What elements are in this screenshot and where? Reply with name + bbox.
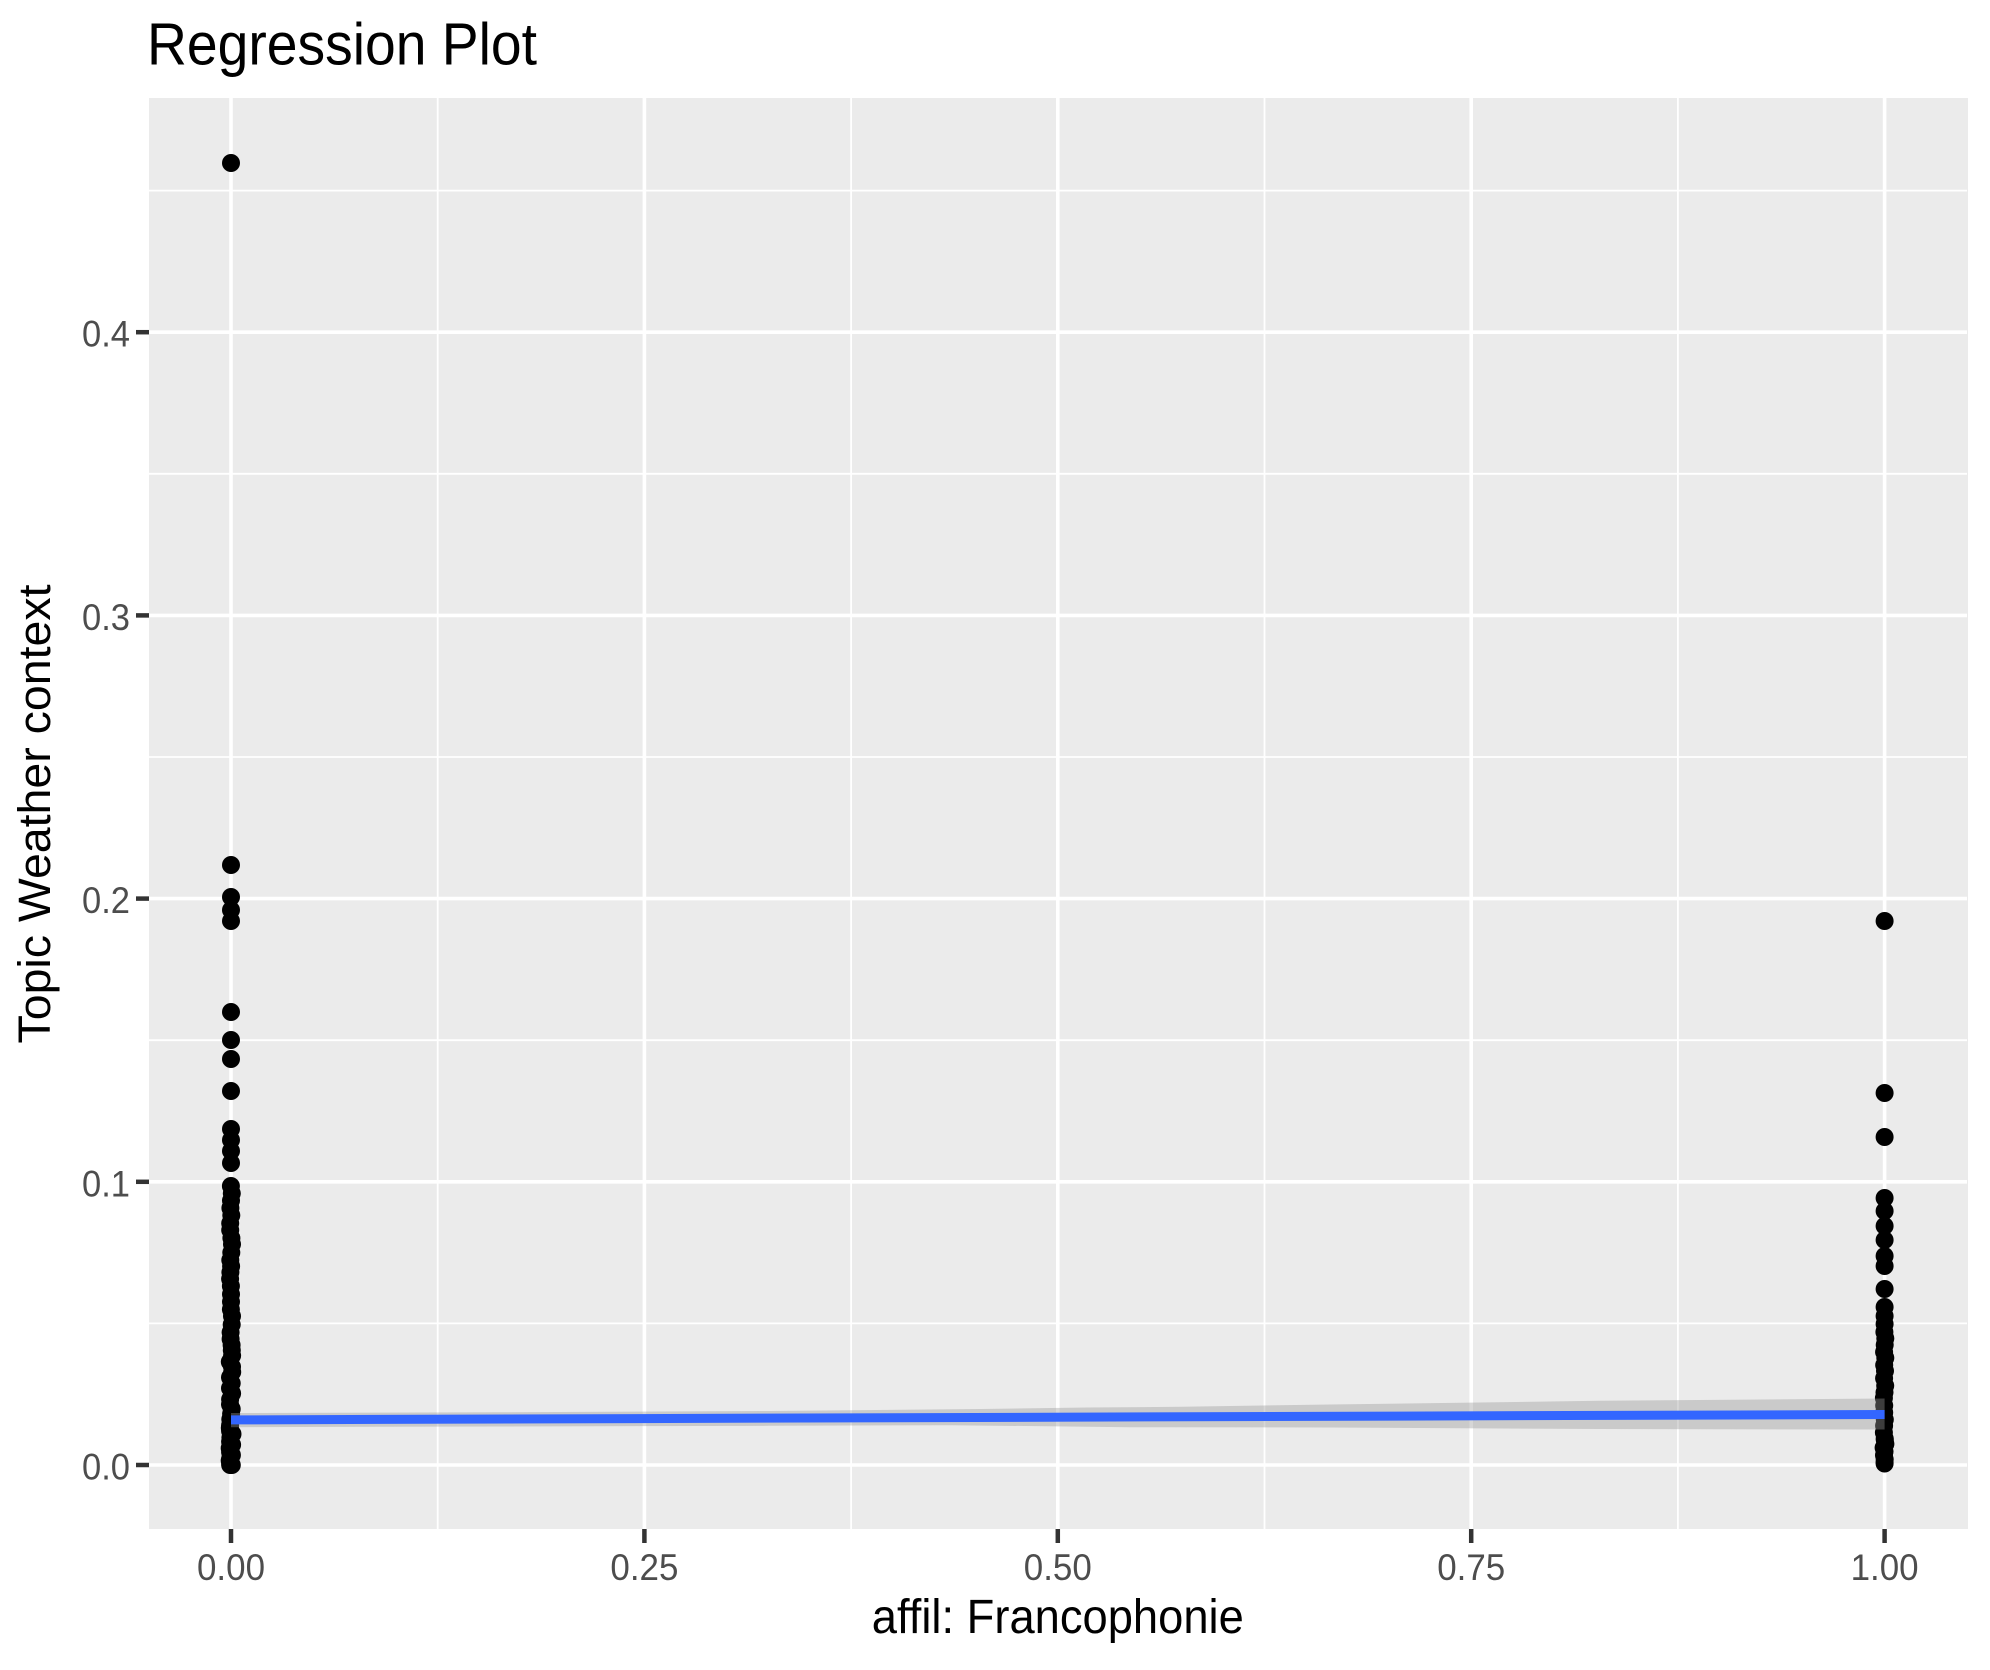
svg-text:Regression Plot: Regression Plot xyxy=(147,12,537,78)
svg-text:0.75: 0.75 xyxy=(1437,1547,1505,1588)
svg-text:0.25: 0.25 xyxy=(610,1547,678,1588)
svg-text:0.00: 0.00 xyxy=(197,1547,265,1588)
svg-text:0.50: 0.50 xyxy=(1024,1547,1092,1588)
svg-text:0.0: 0.0 xyxy=(82,1447,130,1488)
svg-text:0.1: 0.1 xyxy=(82,1163,130,1204)
svg-text:1.00: 1.00 xyxy=(1851,1547,1919,1588)
svg-text:0.4: 0.4 xyxy=(82,314,130,355)
svg-text:0.3: 0.3 xyxy=(82,597,130,638)
svg-text:0.2: 0.2 xyxy=(82,880,130,921)
svg-text:affil: Francophonie: affil: Francophonie xyxy=(872,1591,1244,1644)
svg-text:Topic Weather context: Topic Weather context xyxy=(9,584,60,1044)
